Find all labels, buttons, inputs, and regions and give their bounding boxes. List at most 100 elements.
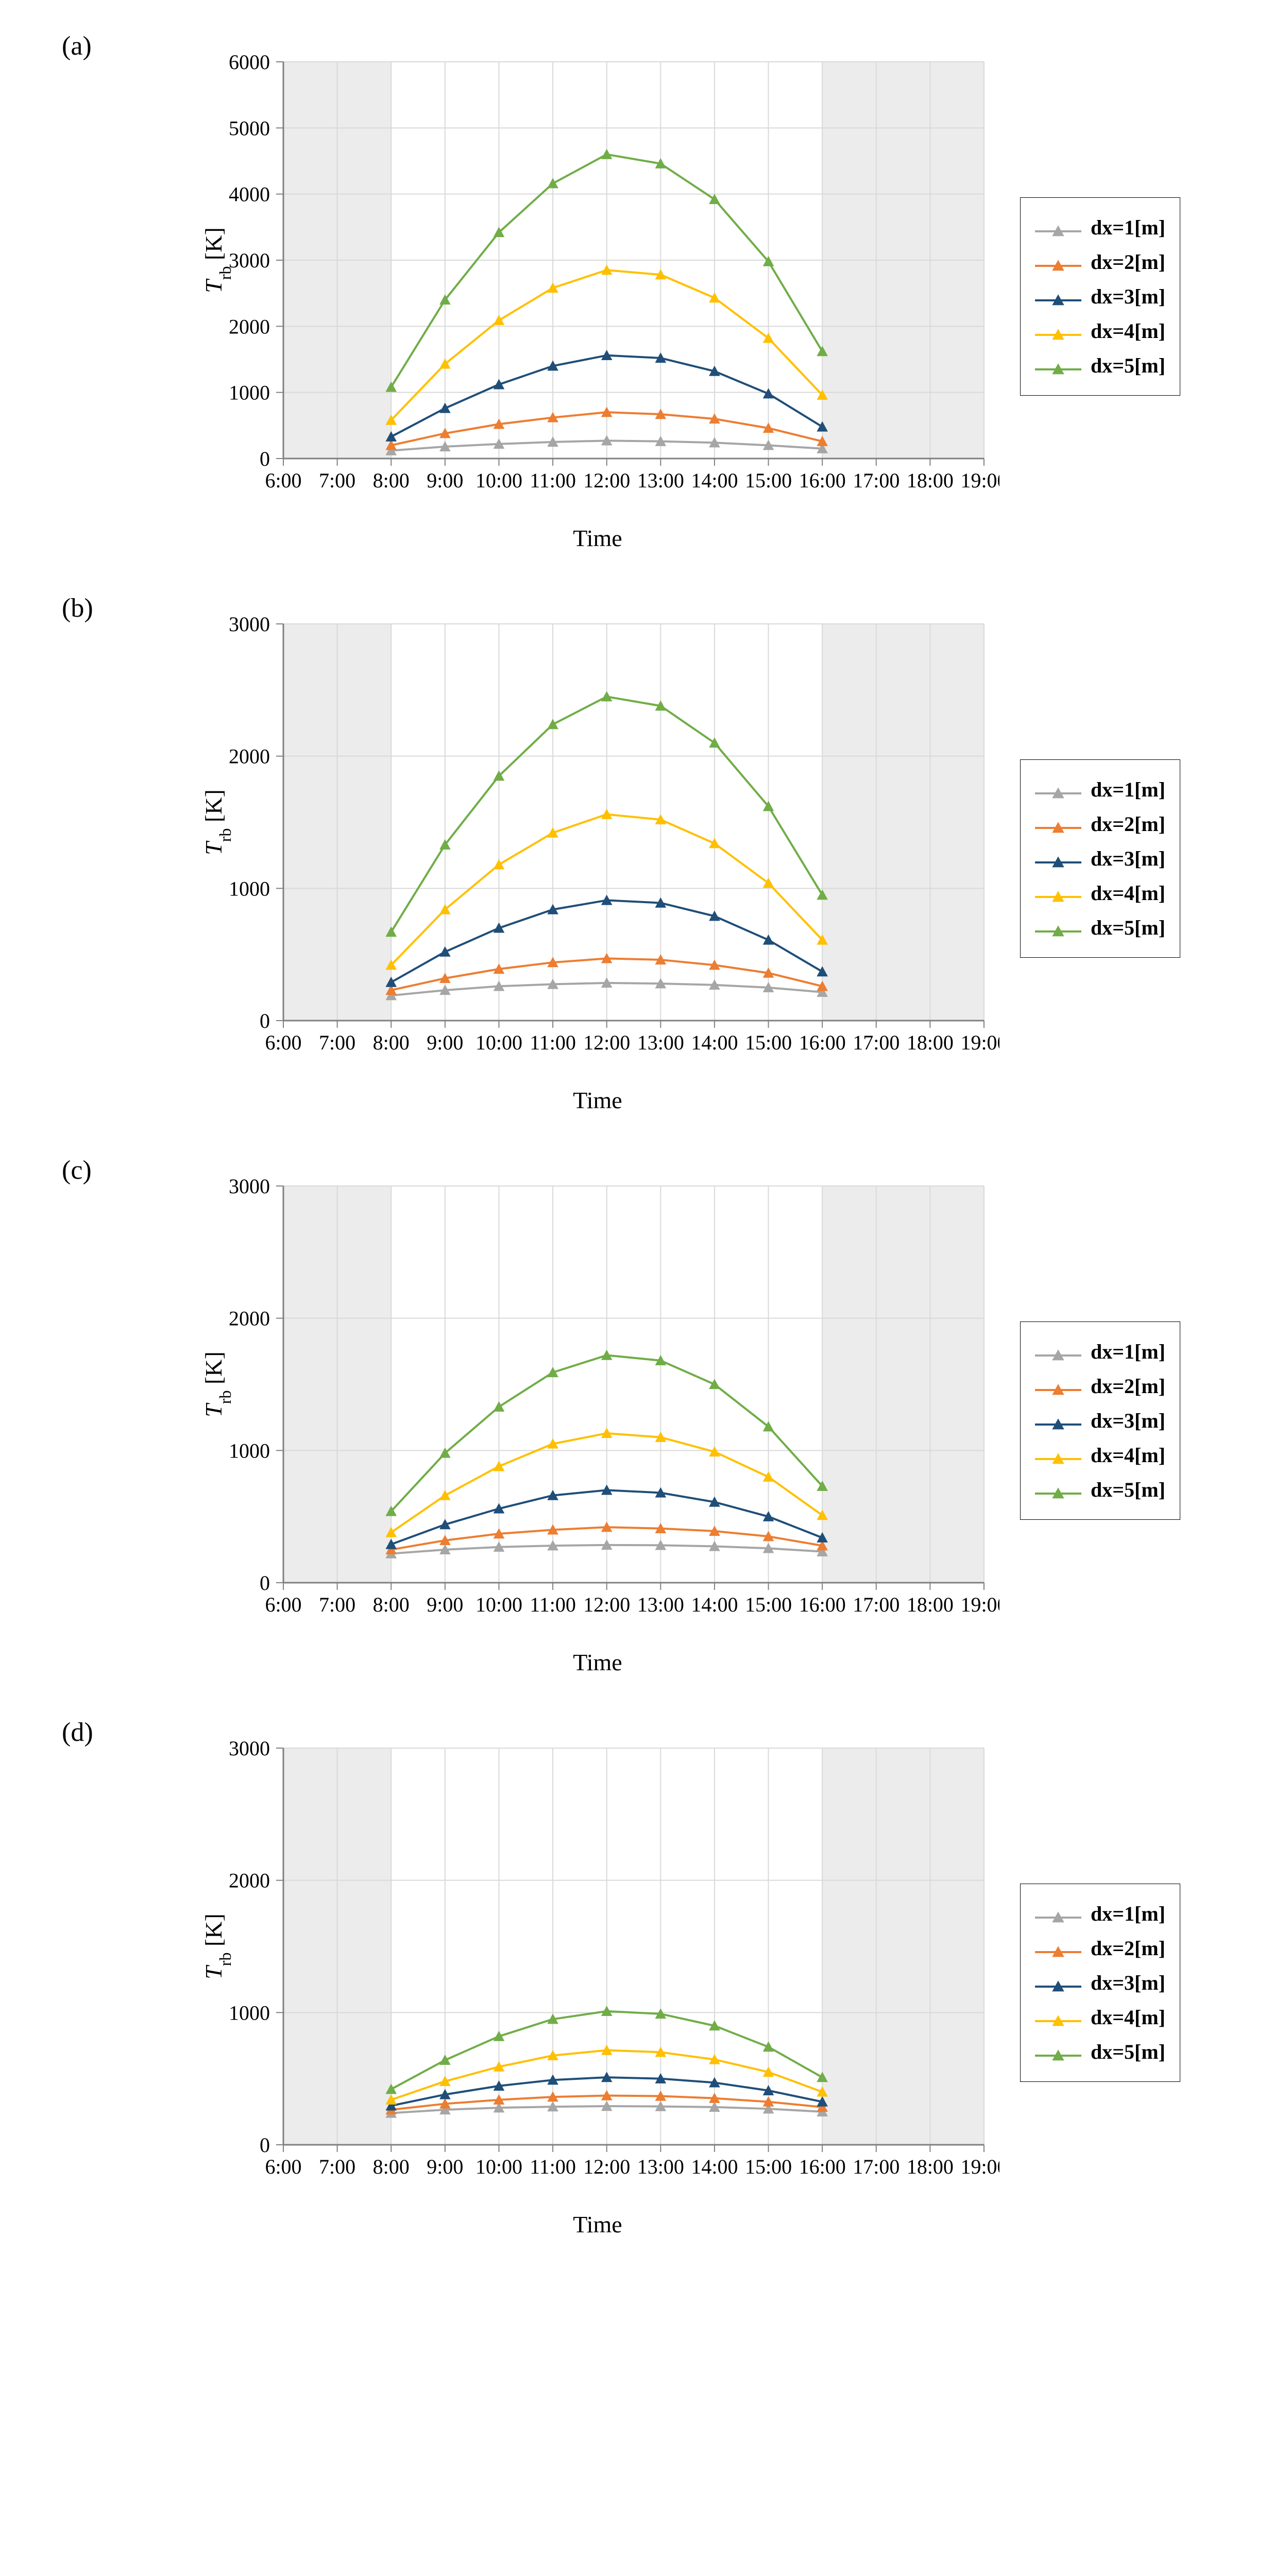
y-tick-label: 2000	[229, 315, 270, 338]
y-tick-label: 1000	[229, 381, 270, 404]
panel-d: (d)6:007:008:009:0010:0011:0012:0013:001…	[0, 1717, 1273, 2238]
legend-marker-icon	[1035, 817, 1081, 832]
x-tick-label: 12:00	[583, 1031, 630, 1054]
x-tick-label: 18:00	[907, 1031, 954, 1054]
x-tick-label: 10:00	[476, 1593, 522, 1616]
legend-marker-icon	[1035, 782, 1081, 798]
x-tick-label: 16:00	[799, 1031, 846, 1054]
legend-label: dx=3[m]	[1091, 1971, 1165, 1995]
x-tick-label: 7:00	[319, 1593, 355, 1616]
chart-svg: 6:007:008:009:0010:0011:0012:0013:0014:0…	[196, 41, 999, 515]
x-tick-label: 14:00	[691, 1593, 738, 1616]
x-tick-label: 10:00	[476, 1031, 522, 1054]
legend-marker-icon	[1035, 324, 1081, 339]
legend-item-dx5: dx=5[m]	[1035, 348, 1165, 383]
legend-label: dx=2[m]	[1091, 1936, 1165, 1960]
x-tick-label: 17:00	[853, 2155, 899, 2178]
x-axis-title: Time	[573, 2211, 622, 2238]
x-axis-title: Time	[573, 524, 622, 552]
x-tick-label: 9:00	[427, 469, 463, 492]
legend-marker-icon	[1035, 1379, 1081, 1394]
x-axis-title: Time	[573, 1649, 622, 1676]
x-tick-label: 8:00	[373, 2155, 410, 2178]
x-axis-title: Time	[573, 1087, 622, 1114]
legend-label: dx=1[m]	[1091, 1340, 1165, 1364]
x-tick-label: 12:00	[583, 1593, 630, 1616]
chart-row: 6:007:008:009:0010:0011:0012:0013:0014:0…	[0, 603, 1273, 1114]
y-tick-label: 3000	[229, 613, 270, 636]
legend-label: dx=3[m]	[1091, 284, 1165, 309]
legend-item-dx3: dx=3[m]	[1035, 1403, 1165, 1438]
panel-b: (b)6:007:008:009:0010:0011:0012:0013:001…	[0, 593, 1273, 1114]
x-tick-label: 16:00	[799, 469, 846, 492]
legend-label: dx=1[m]	[1091, 1902, 1165, 1926]
panel-label: (d)	[62, 1717, 93, 1748]
legend-item-dx2: dx=2[m]	[1035, 1931, 1165, 1965]
x-tick-label: 18:00	[907, 469, 954, 492]
x-tick-label: 14:00	[691, 2155, 738, 2178]
page-root: (a) 6:00 7:00 8:00 9:00 10:00 11:00 12:00 13:00 1…	[0, 0, 1273, 2341]
legend-label: dx=4[m]	[1091, 1443, 1165, 1467]
legend-marker-icon	[1035, 851, 1081, 867]
chart-wrap: 6:007:008:009:0010:0011:0012:0013:0014:0…	[196, 603, 999, 1114]
x-tick-label: 11:00	[530, 1031, 576, 1054]
panel-c: (c)6:007:008:009:0010:0011:0012:0013:001…	[0, 1155, 1273, 1676]
panel-label: (a)	[62, 31, 92, 61]
x-tick-label: 13:00	[637, 1593, 684, 1616]
x-tick-label: 13:00	[637, 1031, 684, 1054]
chart-wrap: 6:007:008:009:0010:0011:0012:0013:0014:0…	[196, 1727, 999, 2238]
legend-item-dx2: dx=2[m]	[1035, 807, 1165, 841]
x-tick-label: 7:00	[319, 2155, 355, 2178]
legend-item-dx3: dx=3[m]	[1035, 279, 1165, 314]
chart-row: 6:007:008:009:0010:0011:0012:0013:0014:0…	[0, 1165, 1273, 1676]
chart-svg: 6:007:008:009:0010:0011:0012:0013:0014:0…	[196, 1727, 999, 2201]
x-tick-label: 19:00	[960, 1593, 999, 1616]
legend-marker-icon	[1035, 920, 1081, 936]
y-tick-label: 2000	[229, 1307, 270, 1330]
y-tick-label: 0	[260, 2133, 270, 2157]
x-tick-label: 6:00	[265, 1031, 301, 1054]
x-tick-label: 16:00	[799, 1593, 846, 1616]
y-tick-label: 1000	[229, 2001, 270, 2024]
x-tick-label: 8:00	[373, 469, 410, 492]
legend-marker-icon	[1035, 886, 1081, 901]
x-tick-label: 16:00	[799, 2155, 846, 2178]
x-tick-label: 6:00	[265, 1593, 301, 1616]
legend: dx=1[m]dx=2[m]dx=3[m]dx=4[m]dx=5[m]	[1020, 1884, 1180, 2082]
legend-item-dx1: dx=1[m]	[1035, 772, 1165, 807]
legend-marker-icon	[1035, 220, 1081, 235]
y-tick-label: 2000	[229, 745, 270, 768]
x-tick-label: 11:00	[530, 469, 576, 492]
x-tick-label: 7:00	[319, 1031, 355, 1054]
y-tick-label: 0	[260, 447, 270, 470]
x-tick-label: 11:00	[530, 2155, 576, 2178]
legend-marker-icon	[1035, 1941, 1081, 1956]
legend-marker-icon	[1035, 1413, 1081, 1429]
x-tick-label: 12:00	[583, 469, 630, 492]
y-tick-label: 0	[260, 1571, 270, 1595]
x-tick-label: 19:00	[960, 2155, 999, 2178]
legend-marker-icon	[1035, 1975, 1081, 1991]
legend-item-dx4: dx=4[m]	[1035, 1438, 1165, 1472]
legend-marker-icon	[1035, 1906, 1081, 1922]
chart-svg: 6:007:008:009:0010:0011:0012:0013:0014:0…	[196, 1165, 999, 1639]
x-tick-label: 14:00	[691, 469, 738, 492]
legend-label: dx=1[m]	[1091, 215, 1165, 240]
x-tick-label: 18:00	[907, 2155, 954, 2178]
x-tick-label: 19:00	[960, 1031, 999, 1054]
legend-marker-icon	[1035, 1344, 1081, 1360]
y-tick-label: 5000	[229, 116, 270, 140]
panel-a: (a)6:007:008:009:0010:0011:0012:0013:001…	[0, 31, 1273, 552]
legend-item-dx2: dx=2[m]	[1035, 245, 1165, 279]
chart-row: 6:007:008:009:0010:0011:0012:0013:0014:0…	[0, 41, 1273, 552]
y-tick-label: 0	[260, 1009, 270, 1032]
legend: dx=1[m]dx=2[m]dx=3[m]dx=4[m]dx=5[m]	[1020, 197, 1180, 396]
legend-item-dx5: dx=5[m]	[1035, 2035, 1165, 2069]
legend-label: dx=3[m]	[1091, 1409, 1165, 1433]
x-tick-label: 9:00	[427, 2155, 463, 2178]
legend-marker-icon	[1035, 2044, 1081, 2060]
x-tick-label: 10:00	[476, 2155, 522, 2178]
legend-label: dx=3[m]	[1091, 846, 1165, 871]
x-tick-label: 15:00	[745, 2155, 792, 2178]
x-tick-label: 11:00	[530, 1593, 576, 1616]
